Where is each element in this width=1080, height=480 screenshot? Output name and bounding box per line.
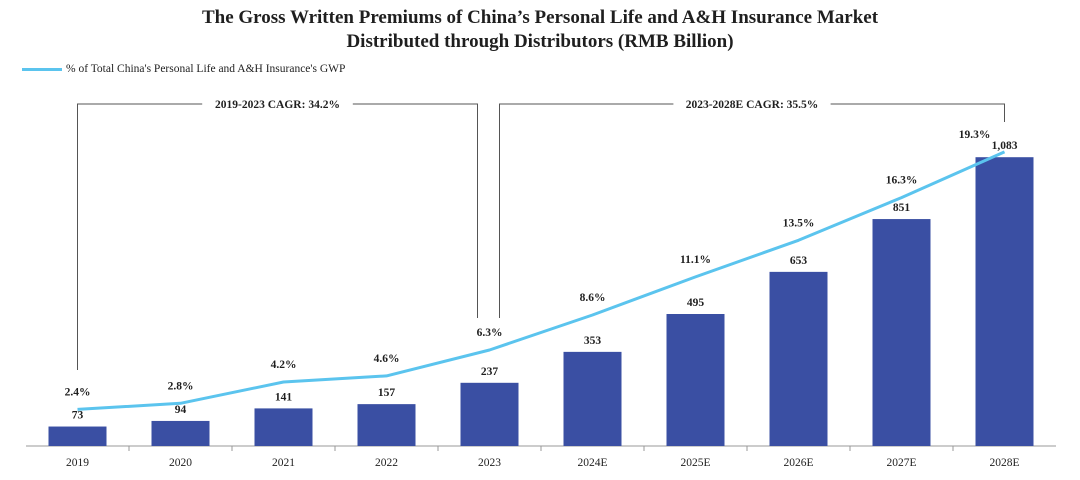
x-tick-label-2027E: 2027E <box>886 457 916 469</box>
bar-value-label-2026E: 653 <box>790 255 808 267</box>
bar-value-label-2022: 157 <box>378 387 396 399</box>
bar-2024E <box>563 351 622 446</box>
pct-label-2022: 4.6% <box>374 353 400 365</box>
cagr-label-bg-2 <box>673 95 831 113</box>
legend-line-label: % of Total China's Personal Life and A&H… <box>66 63 346 75</box>
x-tick-label-2023: 2023 <box>478 457 501 469</box>
bar-value-label-2024E: 353 <box>584 335 602 347</box>
cagr-label-1: 2019-2023 CAGR: 34.2% <box>215 99 340 111</box>
chart-title: The Gross Written Premiums of China’s Pe… <box>0 6 1080 54</box>
x-tick-label-2028E: 2028E <box>989 457 1019 469</box>
x-tick-label-2026E: 2026E <box>783 457 813 469</box>
chart-title-line-1: The Gross Written Premiums of China’s Pe… <box>201 7 879 28</box>
percentage-line <box>77 150 1006 411</box>
pct-label-2025E: 11.1% <box>680 254 711 266</box>
bar-2023 <box>460 382 519 446</box>
pct-label-2026E: 13.5% <box>783 217 815 229</box>
bar-value-label-2023: 237 <box>481 366 499 378</box>
bar-2027E <box>872 219 931 446</box>
x-tick-label-2021: 2021 <box>272 457 295 469</box>
bar-2028E <box>975 157 1034 446</box>
bar-value-label-2027E: 851 <box>893 202 911 214</box>
cagr-label-bg-1 <box>202 95 353 113</box>
cagr-label-2: 2023-2028E CAGR: 35.5% <box>686 99 819 111</box>
x-tick-label-2022: 2022 <box>375 457 398 469</box>
pct-label-2028E: 19.3% <box>959 129 991 141</box>
bar-value-label-2021: 141 <box>275 391 293 403</box>
bar-2025E <box>666 314 725 446</box>
bar-value-label-2028E: 1,083 <box>992 140 1018 152</box>
pct-label-2027E: 16.3% <box>886 175 918 187</box>
bar-2021 <box>254 408 313 446</box>
chart-title-line-2: Distributed through Distributors (RMB Bi… <box>346 31 734 52</box>
x-tick-label-2025E: 2025E <box>680 457 710 469</box>
pct-label-2019: 2.4% <box>65 386 91 398</box>
bar-2020 <box>151 420 210 446</box>
bar-value-label-2025E: 495 <box>687 297 705 309</box>
legend-line-swatch <box>22 67 62 71</box>
pct-label-2023: 6.3% <box>477 327 503 339</box>
x-tick-label-2019: 2019 <box>66 457 89 469</box>
bar-2026E <box>769 271 828 446</box>
bar-2019 <box>48 426 107 446</box>
pct-label-2024E: 8.6% <box>580 292 606 304</box>
bar-2022 <box>357 404 416 446</box>
pct-label-2020: 2.8% <box>168 380 194 392</box>
x-tick-label-2024E: 2024E <box>577 457 607 469</box>
legend: % of Total China's Personal Life and A&H… <box>22 63 345 75</box>
x-tick-label-2020: 2020 <box>169 457 192 469</box>
bar-value-label-2019: 73 <box>72 410 84 422</box>
bar-value-label-2020: 94 <box>175 404 187 416</box>
pct-label-2021: 4.2% <box>271 359 297 371</box>
cagr-bracket-1 <box>77 103 478 370</box>
